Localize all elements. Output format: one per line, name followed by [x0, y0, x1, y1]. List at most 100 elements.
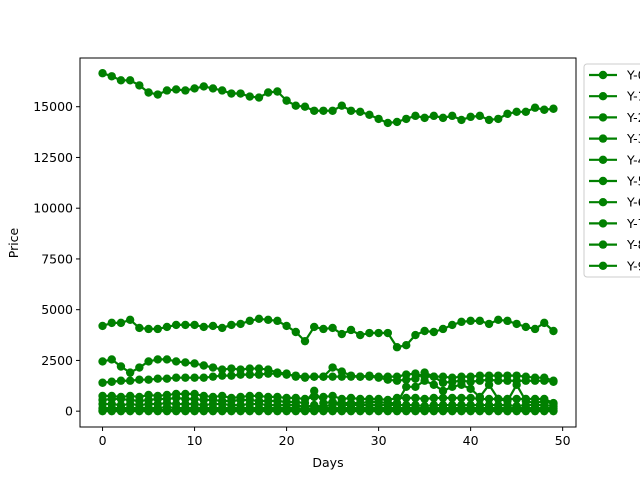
data-point-Y-9-19: [273, 406, 282, 416]
y-tick-label: 5000: [41, 302, 73, 317]
data-point-Y-9-12: [208, 406, 218, 416]
data-point-Y-3-13: [217, 371, 227, 380]
data-point-Y-3-18: [263, 369, 273, 378]
data-point-Y-5-2: [116, 394, 126, 404]
plot-frame: [79, 57, 577, 428]
data-point-Y-2-5: [144, 357, 153, 366]
legend-entry-Y-5: Y-5: [589, 174, 640, 189]
data-point-Y-0-0: [98, 69, 107, 78]
data-point-Y-3-12: [208, 372, 218, 381]
data-point-Y-9-0: [98, 406, 107, 416]
data-point-Y-3-21: [291, 371, 300, 380]
data-point-Y-1-11: [199, 322, 208, 332]
data-point-Y-0-41: [475, 111, 485, 121]
legend-entry-Y-3: Y-3: [589, 131, 640, 146]
data-point-Y-9-29: [365, 406, 374, 416]
data-point-Y-1-25: [328, 323, 337, 333]
data-point-Y-1-27: [346, 325, 356, 335]
data-point-Y-3-25: [328, 372, 337, 381]
data-point-Y-5-38: [448, 382, 457, 392]
data-point-Y-0-38: [448, 111, 457, 121]
data-point-Y-9-48: [540, 406, 549, 416]
series-layer: [98, 69, 558, 416]
data-point-Y-9-16: [245, 406, 254, 416]
data-point-Y-5-23: [310, 386, 319, 396]
data-point-Y-9-39: [457, 406, 466, 416]
data-point-Y-3-23: [310, 372, 319, 381]
data-point-Y-9-47: [530, 406, 540, 416]
data-point-Y-4-42: [484, 394, 494, 404]
data-point-Y-2-11: [199, 361, 208, 370]
data-point-Y-3-41: [475, 376, 485, 385]
data-point-Y-0-6: [153, 90, 162, 99]
data-point-Y-2-14: [227, 364, 236, 373]
data-point-Y-1-6: [153, 324, 162, 334]
data-point-Y-0-39: [457, 115, 466, 125]
data-point-Y-5-8: [171, 393, 181, 403]
data-point-Y-1-32: [392, 343, 402, 352]
data-point-Y-0-48: [540, 105, 549, 114]
data-point-Y-0-31: [383, 118, 393, 128]
data-point-Y-3-16: [245, 370, 254, 379]
legend-marker: [598, 176, 608, 186]
data-point-Y-9-25: [328, 406, 337, 416]
data-point-Y-3-17: [254, 370, 264, 379]
data-point-Y-9-23: [310, 406, 319, 416]
data-point-Y-1-43: [494, 315, 503, 325]
data-point-Y-1-24: [319, 324, 328, 334]
x-tick-label: 40: [463, 433, 479, 448]
data-point-Y-0-40: [466, 112, 475, 122]
data-point-Y-9-42: [484, 406, 494, 416]
data-point-Y-3-47: [530, 376, 540, 385]
legend-label: Y-5: [626, 174, 640, 189]
data-point-Y-9-4: [135, 406, 144, 416]
data-point-Y-4-36: [429, 393, 439, 403]
data-point-Y-9-5: [144, 406, 153, 416]
data-point-Y-3-8: [171, 373, 181, 382]
data-point-Y-3-5: [144, 375, 153, 384]
legend-entry-Y-4: Y-4: [589, 152, 640, 167]
data-point-Y-1-23: [310, 322, 319, 332]
data-point-Y-0-2: [116, 76, 126, 85]
data-point-Y-9-3: [125, 406, 135, 416]
data-point-Y-1-17: [254, 314, 264, 324]
data-point-Y-1-38: [448, 320, 457, 330]
data-point-Y-1-35: [420, 326, 429, 336]
data-point-Y-9-26: [337, 406, 346, 416]
data-point-Y-9-33: [402, 406, 411, 416]
data-point-Y-3-32: [392, 376, 402, 385]
data-point-Y-1-10: [190, 320, 199, 330]
legend-label: Y-7: [626, 216, 640, 231]
data-point-Y-3-36: [429, 372, 439, 381]
data-point-Y-0-32: [392, 117, 402, 127]
data-point-Y-1-7: [162, 322, 172, 332]
data-point-Y-0-43: [494, 114, 503, 124]
data-point-Y-1-29: [365, 328, 374, 338]
data-point-Y-0-20: [282, 96, 291, 105]
data-point-Y-0-18: [263, 88, 273, 97]
data-point-Y-0-33: [402, 114, 411, 124]
data-point-Y-9-34: [411, 406, 420, 416]
data-point-Y-0-17: [254, 93, 264, 102]
data-point-Y-1-12: [208, 321, 218, 331]
data-point-Y-9-17: [254, 406, 264, 416]
data-point-Y-2-6: [153, 355, 162, 364]
series-Y-9: [98, 406, 558, 416]
legend-marker: [598, 92, 608, 101]
data-point-Y-9-28: [356, 406, 365, 416]
data-point-Y-4-34: [411, 393, 420, 403]
data-point-Y-0-36: [429, 111, 439, 121]
data-point-Y-0-23: [310, 106, 319, 115]
data-point-Y-1-49: [549, 326, 558, 336]
data-point-Y-9-27: [346, 406, 356, 416]
data-point-Y-4-35: [420, 394, 429, 404]
data-point-Y-1-21: [291, 327, 300, 337]
data-point-Y-9-38: [448, 406, 457, 416]
data-point-Y-3-44: [503, 376, 512, 385]
data-point-Y-1-14: [227, 320, 236, 330]
data-point-Y-3-6: [153, 374, 162, 383]
data-point-Y-1-41: [475, 316, 485, 326]
data-point-Y-0-27: [346, 106, 356, 115]
data-point-Y-9-6: [153, 406, 162, 416]
legend-entry-Y-0: Y-0: [589, 68, 640, 83]
